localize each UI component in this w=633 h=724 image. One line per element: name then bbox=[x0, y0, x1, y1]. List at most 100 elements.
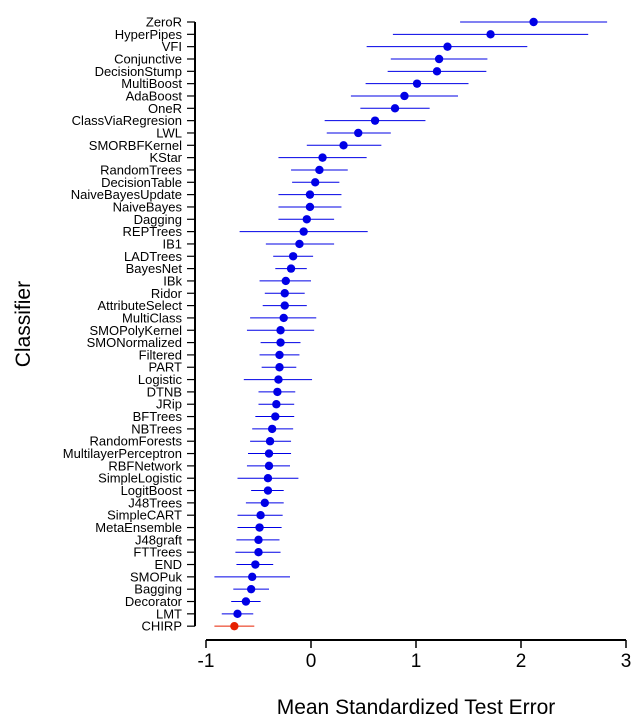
classifier-label: BFTrees bbox=[133, 409, 183, 424]
mean-point bbox=[264, 449, 274, 458]
mean-point bbox=[354, 128, 363, 138]
y-axis-title: Classifier bbox=[12, 281, 35, 367]
mean-point bbox=[264, 461, 274, 471]
mean-point bbox=[412, 79, 422, 88]
mean-point bbox=[390, 104, 400, 113]
mean-point bbox=[275, 350, 284, 360]
x-tick-label: 0 bbox=[306, 651, 317, 672]
mean-point bbox=[276, 338, 285, 347]
classifier-label: VFI bbox=[162, 39, 182, 54]
x-tick-label: 2 bbox=[516, 651, 527, 672]
classifier-label: OneR bbox=[148, 101, 182, 116]
classifier-label: IBk bbox=[163, 273, 182, 288]
mean-point bbox=[260, 498, 269, 508]
mean-point bbox=[305, 202, 315, 212]
classifier-label: NaiveBayesUpdate bbox=[71, 187, 182, 202]
x-tick-label: 1 bbox=[411, 651, 422, 672]
classifier-label: ClassViaRegresion bbox=[72, 113, 182, 128]
mean-point bbox=[275, 363, 284, 372]
mean-point bbox=[267, 424, 277, 434]
mean-point bbox=[248, 572, 257, 582]
mean-point bbox=[263, 474, 273, 483]
classifier-label: IB1 bbox=[162, 236, 182, 251]
classifier-label: KStar bbox=[149, 150, 182, 165]
classifier-label: JRip bbox=[156, 397, 182, 412]
mean-point bbox=[434, 54, 444, 64]
mean-point bbox=[279, 313, 288, 323]
mean-point bbox=[280, 301, 289, 310]
mean-point bbox=[529, 17, 538, 27]
classifier-label: BayesNet bbox=[126, 261, 183, 276]
classifier-label: J48graft bbox=[135, 532, 182, 547]
mean-point bbox=[273, 387, 282, 397]
classifier-label: SMONormalized bbox=[87, 335, 182, 350]
classifier-label: DecisionStump bbox=[95, 64, 182, 79]
mean-point bbox=[305, 190, 315, 199]
classifier-label: SMOPolyKernel bbox=[90, 323, 183, 338]
classifier-label: Decorator bbox=[125, 594, 183, 609]
classifier-label: SimpleCART bbox=[107, 508, 182, 523]
mean-point bbox=[311, 178, 320, 187]
classifier-label: SimpleLogistic bbox=[98, 471, 182, 486]
classifier-label: LWL bbox=[156, 125, 182, 140]
classifier-label: MetaEnsemble bbox=[95, 520, 182, 535]
mean-point bbox=[318, 153, 327, 162]
classifier-label: Dagging bbox=[134, 212, 182, 227]
mean-point bbox=[254, 547, 263, 557]
mean-point bbox=[400, 91, 409, 101]
mean-point bbox=[432, 67, 442, 76]
classifier-label: Ridor bbox=[151, 286, 183, 301]
classifier-label: RandomTrees bbox=[100, 162, 182, 177]
mean-point bbox=[281, 276, 290, 286]
axes bbox=[194, 22, 626, 641]
classifier-label: NBTrees bbox=[131, 421, 182, 436]
mean-point bbox=[280, 289, 289, 298]
mean-point bbox=[271, 412, 280, 421]
classifier-label: Logistic bbox=[138, 372, 183, 387]
classifier-label: FTTrees bbox=[133, 545, 182, 560]
classifier-label: J48Trees bbox=[128, 495, 182, 510]
mean-point bbox=[443, 42, 452, 51]
classifier-label: NaiveBayes bbox=[113, 199, 183, 214]
mean-point bbox=[299, 227, 308, 236]
classifier-label: MultiClass bbox=[122, 310, 182, 325]
mean-point bbox=[265, 437, 275, 446]
classifier-label: END bbox=[155, 557, 182, 572]
classifier-label: DecisionTable bbox=[101, 175, 182, 190]
mean-point bbox=[274, 375, 283, 384]
classifier-label: SMOPuk bbox=[130, 569, 183, 584]
classifier-label: RandomForests bbox=[90, 434, 183, 449]
mean-point bbox=[302, 215, 311, 224]
mean-point bbox=[286, 264, 296, 273]
mean-point bbox=[251, 560, 260, 569]
x-tick-label: -1 bbox=[198, 651, 215, 672]
classifier-label: Conjunctive bbox=[114, 51, 182, 66]
x-axis-title: Mean Standardized Test Error bbox=[277, 696, 556, 719]
mean-point bbox=[246, 584, 256, 594]
classifier-label: DTNB bbox=[147, 384, 182, 399]
classifier-label: MultiBoost bbox=[121, 76, 182, 91]
classifier-label: PART bbox=[149, 360, 183, 375]
mean-point bbox=[230, 621, 239, 631]
x-tick-label: 3 bbox=[621, 651, 632, 672]
mean-point bbox=[233, 609, 242, 619]
classifier-label: HyperPipes bbox=[115, 27, 183, 42]
classifier-label: LADTrees bbox=[124, 249, 183, 264]
mean-point bbox=[486, 30, 495, 39]
mean-point bbox=[288, 252, 298, 261]
mean-point bbox=[272, 400, 281, 409]
x-ticks: -1 0 1 2 3 bbox=[198, 640, 632, 672]
mean-point bbox=[315, 165, 324, 175]
classifier-label: Filtered bbox=[139, 347, 182, 362]
classifier-label: LogitBoost bbox=[121, 483, 183, 498]
classifier-labels: ZeroRHyperPipesVFIConjunctiveDecisionStu… bbox=[63, 15, 195, 634]
mean-point bbox=[370, 116, 380, 125]
mean-point bbox=[339, 141, 348, 150]
mean-point bbox=[254, 535, 263, 545]
mean-point bbox=[276, 326, 285, 335]
mean-point bbox=[263, 486, 273, 495]
classifier-label: Bagging bbox=[134, 582, 182, 597]
classifier-label: REPTrees bbox=[123, 224, 183, 239]
mean-point bbox=[295, 239, 304, 249]
classifier-label: AttributeSelect bbox=[97, 298, 182, 313]
